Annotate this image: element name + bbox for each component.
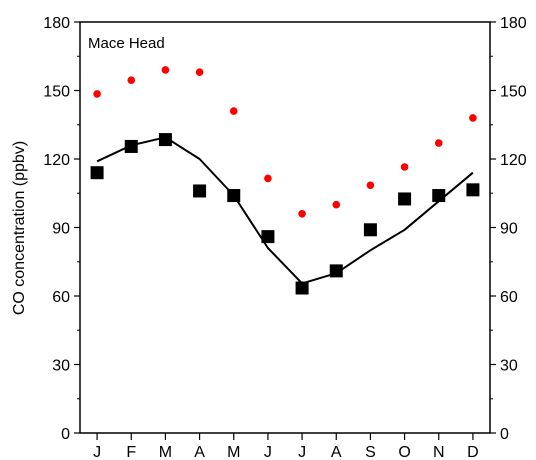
series-0-point-5 [264, 174, 272, 183]
y-axis-title: CO concentration (ppbv) [11, 141, 28, 315]
x-tick-label-8: S [365, 444, 376, 460]
y-tick-label-left-150: 150 [43, 84, 70, 101]
y-tick-label-right-30: 30 [500, 358, 518, 375]
series-2-point-8 [363, 223, 377, 237]
series-0-point-6 [298, 210, 306, 218]
x-tick-label-9: O [398, 444, 410, 460]
series-0-point-7 [332, 200, 341, 209]
x-tick-label-4: M [227, 444, 240, 460]
series-2-point-0 [90, 166, 104, 180]
plot-frame [79, 21, 491, 434]
x-tick-label-1: F [126, 444, 136, 460]
y-tick-label-right-180: 180 [500, 15, 527, 32]
series-2-point-2 [158, 133, 172, 147]
y-tick-label-right-60: 60 [500, 289, 518, 306]
y-tick-label-left-60: 60 [52, 289, 70, 306]
series-0-point-4 [229, 107, 238, 115]
series-0-point-8 [366, 181, 375, 190]
series-0-point-11 [469, 114, 477, 122]
x-tick-label-5: J [264, 444, 272, 460]
series-0-point-10 [434, 139, 443, 147]
x-tick-label-11: D [467, 444, 479, 460]
series-2-point-6 [295, 281, 309, 295]
y-tick-label-right-120: 120 [500, 152, 527, 169]
y-tick-label-left-30: 30 [52, 358, 70, 375]
annotation-label: Mace Head [88, 35, 165, 52]
series-0-point-2 [161, 66, 170, 74]
series-2-point-11 [466, 183, 480, 197]
y-tick-label-right-0: 0 [500, 426, 509, 443]
series-0-point-3 [195, 68, 204, 77]
series-2-point-10 [432, 189, 446, 203]
y-tick-label-left-0: 0 [61, 426, 70, 443]
series-2-point-1 [124, 139, 138, 153]
x-tick-label-0: J [93, 444, 101, 460]
y-tick-label-left-90: 90 [52, 221, 70, 238]
y-tick-label-left-120: 120 [43, 152, 70, 169]
y-tick-label-left-180: 180 [43, 15, 70, 32]
x-tick-label-6: J [298, 444, 306, 460]
x-tick-label-7: A [331, 444, 342, 460]
series-2-point-4 [227, 189, 241, 203]
series-0-point-1 [127, 76, 136, 85]
x-tick-label-2: M [159, 444, 172, 460]
series-layer [90, 66, 480, 295]
series-1-line [96, 136, 474, 285]
x-tick-label-3: A [194, 444, 205, 460]
y-axis-right: 0 30 60 90 120 150 180 [490, 15, 527, 443]
series-0-point-9 [400, 163, 409, 171]
series-2-point-3 [193, 184, 207, 198]
y-tick-label-right-150: 150 [500, 84, 527, 101]
series-2-point-5 [261, 230, 275, 244]
y-tick-label-right-90: 90 [500, 221, 518, 238]
series-2-point-7 [329, 264, 343, 278]
series-0-point-0 [93, 90, 101, 98]
series-2-point-9 [398, 192, 412, 206]
y-axis-left: 0 30 60 90 120 150 180 [43, 15, 80, 443]
x-tick-label-10: N [433, 444, 445, 460]
